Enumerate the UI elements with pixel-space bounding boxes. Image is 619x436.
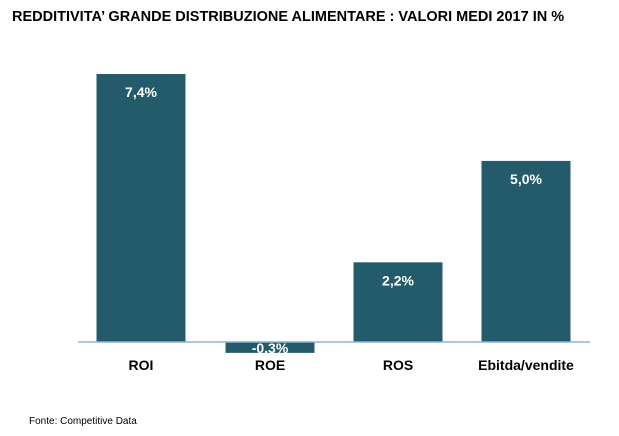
category-label: ROI	[129, 357, 154, 373]
bar-roi	[96, 74, 186, 342]
value-label: 5,0%	[510, 171, 542, 187]
category-label: ROE	[255, 357, 285, 373]
value-label: 7,4%	[125, 84, 157, 100]
source-note: Fonte: Competitive Data	[29, 416, 137, 427]
chart-title: REDDITIVITA’ GRANDE DISTRIBUZIONE ALIMEN…	[12, 9, 565, 25]
category-label: Ebitda/vendite	[478, 357, 574, 373]
bar-ebitda-vendite	[481, 160, 571, 342]
value-label: -0,3%	[252, 340, 289, 356]
value-label: 2,2%	[382, 272, 414, 288]
bar-roe	[225, 342, 315, 353]
category-label: ROS	[383, 357, 413, 373]
bar-ros	[353, 262, 443, 342]
